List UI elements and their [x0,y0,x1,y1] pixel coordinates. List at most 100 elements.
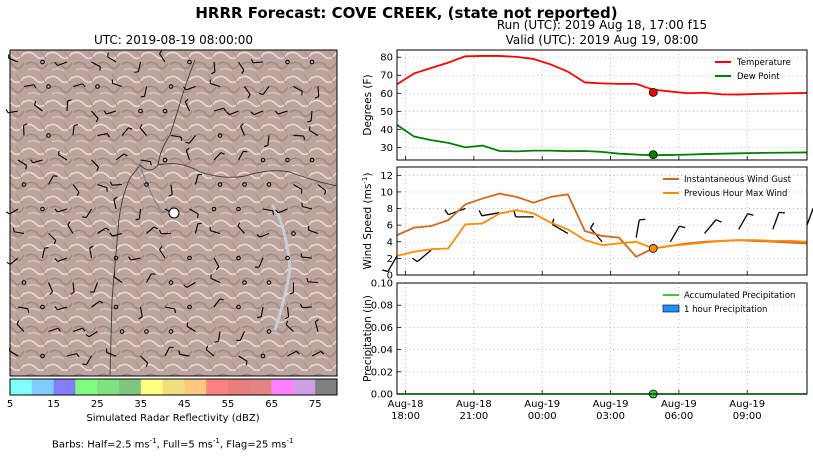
y-tick-label: 60 [380,89,393,100]
map-wind-barb [115,153,128,161]
map-wind-barb [140,355,149,367]
calm-wind-marker [21,182,27,187]
barb-flag [174,308,177,314]
barb-flag [106,52,109,57]
barb-shaft [146,226,155,234]
x-tick-label-date: Aug-18 [456,399,492,410]
map-wind-barb [16,320,25,332]
barb-shaft [9,208,19,215]
y-tick-label: 2 [387,254,393,265]
map-wind-barb [72,327,86,333]
barb-flag [70,291,75,295]
barb-flag [113,272,116,277]
map-wind-barb [5,109,19,114]
map-wind-barb [85,331,98,338]
colorbar-bin [75,379,98,395]
y-tick-label: 4 [387,237,393,248]
map-wind-barb [12,227,25,235]
map-wind-barb [109,181,123,186]
map-wind-barb [183,282,196,288]
barb-shaft [23,84,34,88]
map-wind-barb [5,208,19,215]
map-wind-barb [237,222,245,234]
radar-map [5,49,338,377]
barb-shaft [238,355,248,362]
barb-shaft [213,107,224,112]
barb-flag [113,196,118,200]
barb-shaft [213,61,216,73]
wind-barb [806,208,813,226]
calm-wind-marker [217,182,223,187]
wind-barb-shaft [738,213,749,230]
precipitation-panel: 0.00 0.02 0.04 0.06 0.08 0.10 Precipitation (i… [362,279,808,422]
barb-flag [76,192,80,197]
map-wind-barb [90,282,99,293]
barb-shaft [130,257,141,261]
calm-wind-marker [187,304,192,310]
map-wind-barb [275,110,288,115]
barb-shaft [137,61,142,72]
map-wind-barb [6,257,19,265]
calm-wind-marker [309,157,315,163]
barb-shaft [184,101,190,112]
series-line [396,124,808,157]
wind-barb-flag [444,209,449,216]
barb-flag [44,246,49,249]
wind-barb-flag [747,213,754,216]
barb-shaft [258,257,264,268]
plot-area [397,167,807,275]
map-wind-barb [54,257,68,262]
barb-shaft [210,230,221,235]
wind-panel: 0 2 4 6 8 10 12 Wind Speed (ms-1) Instantaneous … [361,166,813,282]
map-wind-barb [106,348,117,357]
colorbar-frame [9,378,338,396]
wind-barb [772,211,786,230]
barb-shaft [9,350,19,357]
barb-flag [89,245,94,249]
barb-flag [109,232,113,237]
barb-flag [240,123,244,127]
barb-shaft [210,83,221,88]
barb-shaft [309,129,319,136]
calm-wind-marker [162,157,168,163]
barb-flag [138,316,143,320]
y-tick-label: 0.02 [371,367,393,378]
water-body [270,204,292,331]
barb-shaft [317,86,320,97]
map-wind-barb [54,306,68,311]
map-wind-barb [138,306,143,320]
barb-shaft [91,300,100,308]
barb-shaft [34,104,43,112]
map-wind-barb [209,79,221,88]
map-wind-barb [140,159,152,166]
barb-flag [134,71,139,73]
barb-flag [168,193,173,197]
barb-flag [149,161,152,166]
barb-shaft [262,86,270,95]
calm-wind-marker [46,133,51,138]
calm-wind-marker [285,157,290,163]
map-wind-barb [111,79,123,88]
barb-flag [284,316,289,320]
barb-flag [6,261,11,265]
barb-shaft [159,53,166,63]
map-wind-barb [146,226,158,234]
y-tick-label: 0 [387,271,393,282]
barb-shaft [314,321,319,332]
barb-flag [211,71,216,75]
y-axis-label-superscript: -1 [361,177,369,184]
barb-shaft [144,86,148,97]
barb-flag [295,350,300,355]
calm-wind-marker [236,304,241,310]
map-wind-barb [300,253,313,259]
map-wind-barb [213,152,225,161]
x-tick-label-time: 00:00 [528,411,557,422]
calm-wind-marker [285,59,290,65]
map-wind-barb [168,184,173,197]
barb-shaft [91,61,101,68]
barb-shaft [185,150,191,161]
wind-barb [669,225,686,243]
barb-shaft [57,306,68,311]
barb-shaft [185,85,196,91]
wind-barb-shaft [772,212,780,230]
